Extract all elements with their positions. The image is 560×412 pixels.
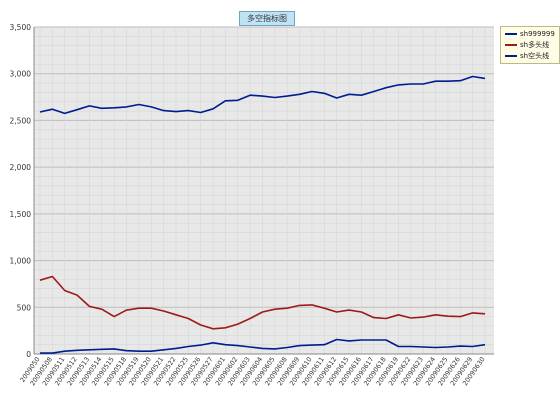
legend-label-bull-line: sh多头线	[520, 41, 550, 49]
chart-legend: sh999999 sh多头线 sh空头线	[500, 26, 560, 64]
y-tick-label: 500	[17, 303, 32, 312]
legend-swatch-sh999999	[505, 33, 517, 35]
chart-title: 多空指标图	[239, 11, 295, 26]
legend-swatch-bear-line	[505, 55, 517, 57]
x-tick-labels: 2009050200905082009051120090512200905132…	[18, 356, 486, 388]
legend-label-bear-line: sh空头线	[520, 52, 550, 60]
grid-lines	[34, 26, 494, 355]
y-tick-label: 3,000	[10, 70, 32, 79]
y-tick-label: 1,000	[10, 257, 32, 266]
axes	[33, 27, 494, 355]
legend-item-bear-line: sh空头线	[505, 51, 549, 61]
series-line-2	[40, 338, 486, 354]
series-lines	[39, 75, 486, 354]
legend-label-sh999999: sh999999	[520, 30, 555, 38]
y-tick-label: 2,500	[10, 116, 32, 125]
legend-item-sh999999: sh999999	[505, 29, 555, 39]
legend-item-bull-line: sh多头线	[505, 40, 549, 50]
plot-area	[34, 27, 494, 354]
legend-swatch-bull-line	[505, 44, 517, 46]
y-tick-label: 0	[26, 350, 31, 359]
series-line-0	[39, 75, 486, 115]
y-tick-label: 1,500	[10, 210, 32, 219]
y-tick-label: 2,000	[10, 163, 32, 172]
series-line-1	[39, 275, 486, 330]
y-tick-label: 3,500	[10, 23, 32, 32]
y-tick-labels: 0 500 1,000 1,500 2,000 2,500 3,000 3,500	[10, 23, 32, 359]
